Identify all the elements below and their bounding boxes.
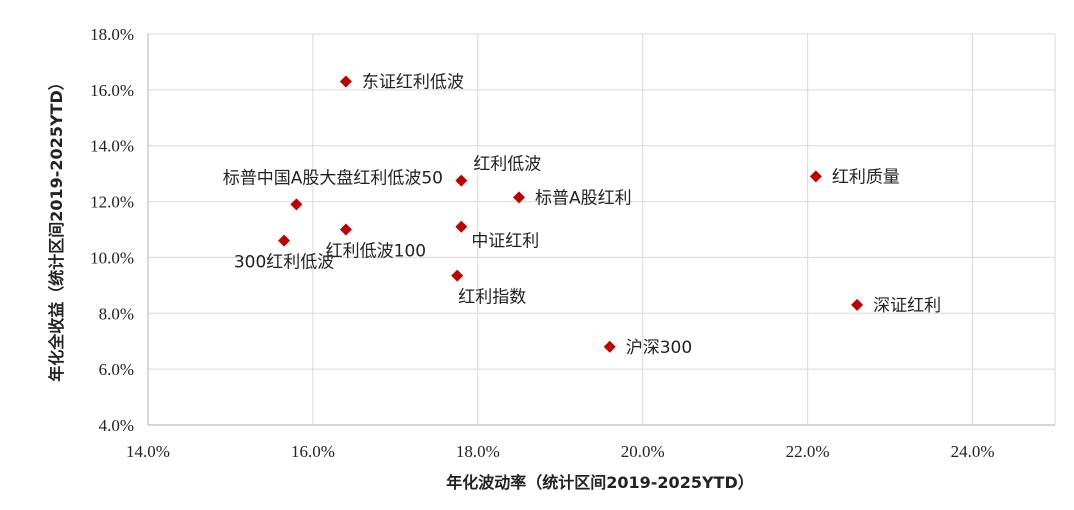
data-point-marker (290, 198, 303, 211)
y-tick-label: 10.0% (90, 248, 134, 267)
point-label: 中证红利 (471, 232, 539, 252)
y-axis-title: 年化全收益（统计区间2019-2025YTD） (47, 74, 66, 382)
data-point-marker (278, 234, 291, 247)
x-tick-labels: 14.0% 16.0% 18.0% 20.0% 22.0% 24.0% (126, 442, 994, 461)
point-label: 红利质量 (832, 167, 900, 187)
axes (147, 34, 1055, 426)
data-points (278, 75, 864, 353)
x-tick-label: 22.0% (786, 442, 830, 461)
data-point-marker (513, 191, 526, 204)
point-label: 标普A股红利 (535, 188, 632, 208)
y-tick-label: 8.0% (99, 304, 134, 323)
y-tick-label: 18.0% (90, 25, 134, 44)
data-point-marker (339, 75, 352, 88)
x-tick-label: 20.0% (621, 442, 665, 461)
data-point-marker (455, 220, 468, 233)
point-label: 红利指数 (458, 288, 526, 308)
y-tick-label: 14.0% (90, 137, 134, 156)
point-label: 300红利低波 (234, 253, 334, 273)
data-point-marker (851, 298, 864, 311)
x-tick-label: 24.0% (951, 442, 995, 461)
point-label: 沪深300 (626, 338, 692, 358)
point-label: 深证红利 (873, 296, 941, 316)
point-label: 红利低波 (473, 155, 541, 175)
data-point-marker (809, 170, 822, 183)
data-point-marker (603, 340, 616, 353)
y-tick-label: 16.0% (90, 81, 134, 100)
data-point-marker (339, 223, 352, 236)
x-tick-label: 18.0% (456, 442, 500, 461)
y-tick-label: 12.0% (90, 193, 134, 212)
gridlines (147, 33, 1056, 426)
y-tick-labels: 4.0% 6.0% 8.0% 10.0% 12.0% 14.0% 16.0% 18.0% (90, 25, 134, 435)
x-tick-label: 16.0% (291, 442, 335, 461)
y-tick-label: 6.0% (99, 360, 134, 379)
x-axis-title: 年化波动率（统计区间2019-2025YTD） (446, 473, 754, 492)
data-point-marker (455, 174, 468, 187)
point-label: 红利低波100 (326, 242, 426, 262)
data-point-marker (451, 269, 464, 282)
point-label: 东证红利低波 (362, 72, 464, 92)
point-label: 标普中国A股大盘红利低波50 (223, 168, 443, 188)
x-tick-label: 14.0% (126, 442, 170, 461)
y-tick-label: 4.0% (99, 416, 134, 435)
